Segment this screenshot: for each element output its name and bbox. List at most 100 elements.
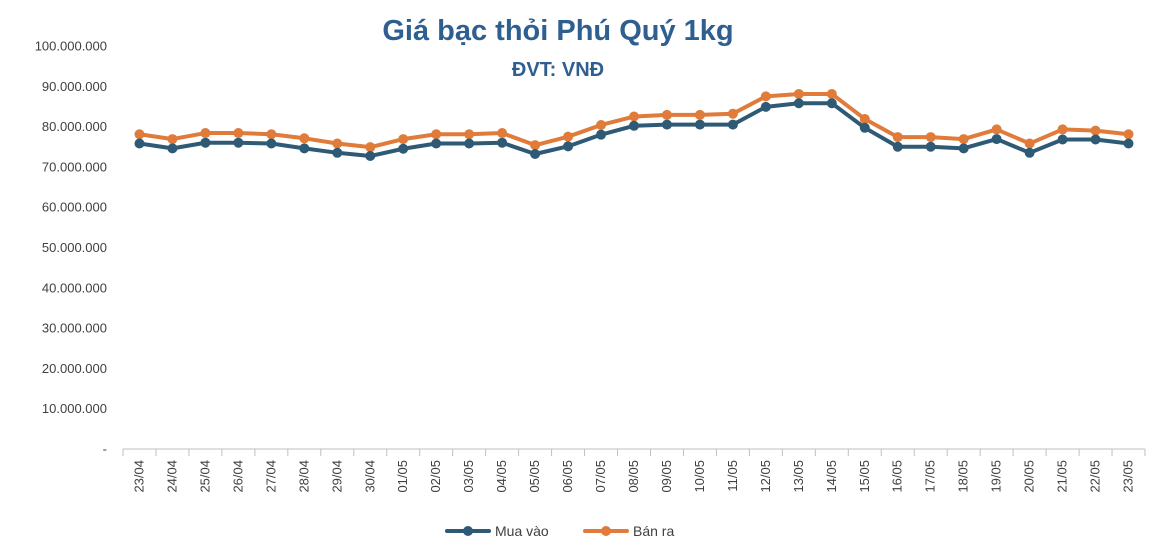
data-point <box>167 143 178 154</box>
data-point <box>134 129 145 140</box>
data-point <box>1024 138 1035 149</box>
data-point <box>200 128 211 139</box>
x-tick-label: 12/05 <box>758 460 773 493</box>
x-tick-label: 30/04 <box>362 460 377 493</box>
y-axis: - 10.000.000 20.000.000 30.000.000 40.000.00… <box>35 39 107 457</box>
series-layer <box>134 88 1134 162</box>
x-tick-label: 20/05 <box>1022 460 1037 493</box>
x-tick-label: 18/05 <box>956 460 971 493</box>
x-tick-label: 09/05 <box>659 460 674 493</box>
x-tick-label: 19/05 <box>989 460 1004 493</box>
data-point <box>266 138 277 149</box>
data-point <box>694 119 705 130</box>
data-point <box>596 119 607 130</box>
x-tick-label: 27/04 <box>263 460 278 493</box>
data-point <box>760 91 771 102</box>
x-tick-label: 29/04 <box>329 460 344 493</box>
data-point <box>398 134 409 145</box>
data-point <box>365 142 376 153</box>
legend-item: Mua vào <box>445 523 549 539</box>
y-tick-label: - <box>103 442 107 457</box>
data-point <box>991 134 1002 145</box>
legend-label: Bán ra <box>633 523 674 539</box>
series-1 <box>134 88 1134 153</box>
data-point <box>530 140 541 151</box>
data-point <box>299 143 310 154</box>
data-point <box>661 109 672 120</box>
legend-marker <box>601 526 611 536</box>
chart-title: Giá bạc thỏi Phú Quý 1kg <box>382 15 733 47</box>
x-tick-label: 28/04 <box>296 460 311 493</box>
data-point <box>1123 138 1134 149</box>
data-point <box>200 137 211 148</box>
data-point <box>892 141 903 152</box>
data-point <box>958 143 969 154</box>
data-point <box>299 133 310 144</box>
data-point <box>760 101 771 112</box>
x-axis: 23/04 24/04 25/04 26/04 27/04 28/04 29/04 30/04… <box>122 448 1146 493</box>
x-tick-label: 26/04 <box>230 460 245 493</box>
data-point <box>958 134 969 145</box>
x-tick-label: 05/05 <box>527 460 542 493</box>
y-tick-label: 40.000.000 <box>42 280 107 295</box>
y-tick-label: 70.000.000 <box>42 159 107 174</box>
data-point <box>826 88 837 99</box>
x-tick-label: 23/05 <box>1121 460 1136 493</box>
data-point <box>629 111 639 122</box>
legend-item: Bán ra <box>583 523 674 539</box>
data-point <box>694 109 705 120</box>
data-point <box>464 129 475 140</box>
x-tick-label: 10/05 <box>692 460 707 493</box>
data-point <box>1024 147 1035 158</box>
y-tick-label: 10.000.000 <box>42 401 107 416</box>
data-point <box>563 131 574 142</box>
x-tick-label: 11/05 <box>725 460 740 492</box>
x-tick-label: 06/05 <box>560 460 575 493</box>
legend-marker <box>463 526 473 536</box>
x-tick-label: 23/04 <box>131 460 146 493</box>
x-tick-label: 25/04 <box>197 460 212 493</box>
data-point <box>991 124 1002 135</box>
y-tick-label: 50.000.000 <box>42 240 107 255</box>
data-point <box>431 138 442 149</box>
data-point <box>134 138 145 149</box>
series-0 <box>134 98 1134 162</box>
data-point <box>859 122 870 133</box>
data-point <box>925 132 936 143</box>
data-point <box>596 129 607 140</box>
y-tick-label: 80.000.000 <box>42 119 107 134</box>
data-point <box>661 119 672 130</box>
x-tick-label: 21/05 <box>1055 460 1070 493</box>
data-point <box>727 108 738 119</box>
y-tick-label: 20.000.000 <box>42 361 107 376</box>
legend: Mua vào Bán ra <box>445 523 674 539</box>
x-tick-label: 24/04 <box>164 460 179 493</box>
data-point <box>233 128 244 139</box>
data-point <box>727 119 738 130</box>
data-point <box>629 120 639 131</box>
y-tick-label: 100.000.000 <box>35 39 107 54</box>
x-tick-label: 22/05 <box>1088 460 1103 493</box>
data-point <box>1123 129 1134 140</box>
x-tick-label: 08/05 <box>626 460 641 493</box>
chart-subtitle: ĐVT: VNĐ <box>512 59 604 81</box>
x-tick-label: 13/05 <box>791 460 806 493</box>
data-point <box>431 129 442 140</box>
x-tick-label: 14/05 <box>824 460 839 493</box>
x-tick-label: 07/05 <box>593 460 608 493</box>
data-point <box>1090 125 1101 136</box>
data-point <box>266 129 277 140</box>
legend-label: Mua vào <box>495 523 549 539</box>
data-point <box>332 147 343 158</box>
data-point <box>1057 134 1068 145</box>
y-tick-label: 60.000.000 <box>42 200 107 215</box>
x-tick-label: 03/05 <box>461 460 476 493</box>
data-point <box>793 88 804 99</box>
data-point <box>332 138 343 149</box>
data-point <box>530 149 541 160</box>
y-tick-label: 90.000.000 <box>42 79 107 94</box>
data-point <box>233 137 244 148</box>
data-point <box>365 151 376 162</box>
